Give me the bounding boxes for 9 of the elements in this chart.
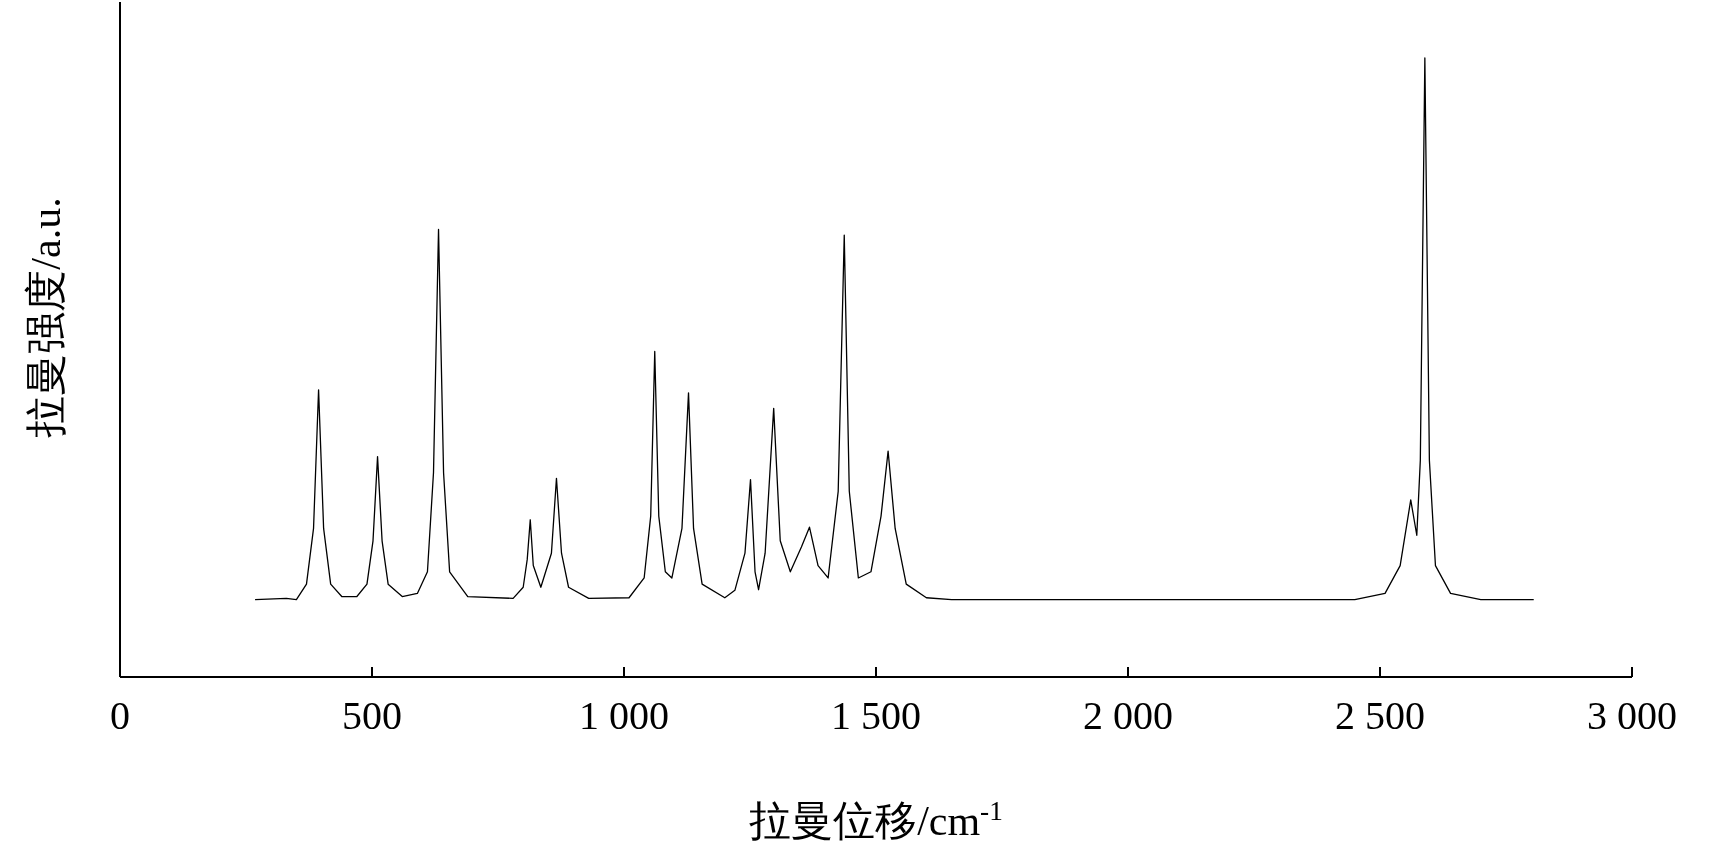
- x-tick-label: 0: [110, 693, 130, 738]
- x-tick-label: 1 500: [831, 693, 921, 738]
- x-tick-label: 2 000: [1083, 693, 1173, 738]
- y-axis-title: 拉曼强度/a.u.: [23, 197, 69, 438]
- x-tick-label: 3 000: [1587, 693, 1677, 738]
- x-axis-title: 拉曼位移/cm$^{-1}$: [749, 796, 1003, 844]
- x-tick-label: 1 000: [579, 693, 669, 738]
- x-tick-label: 500: [342, 693, 402, 738]
- x-tick-label: 2 500: [1335, 693, 1425, 738]
